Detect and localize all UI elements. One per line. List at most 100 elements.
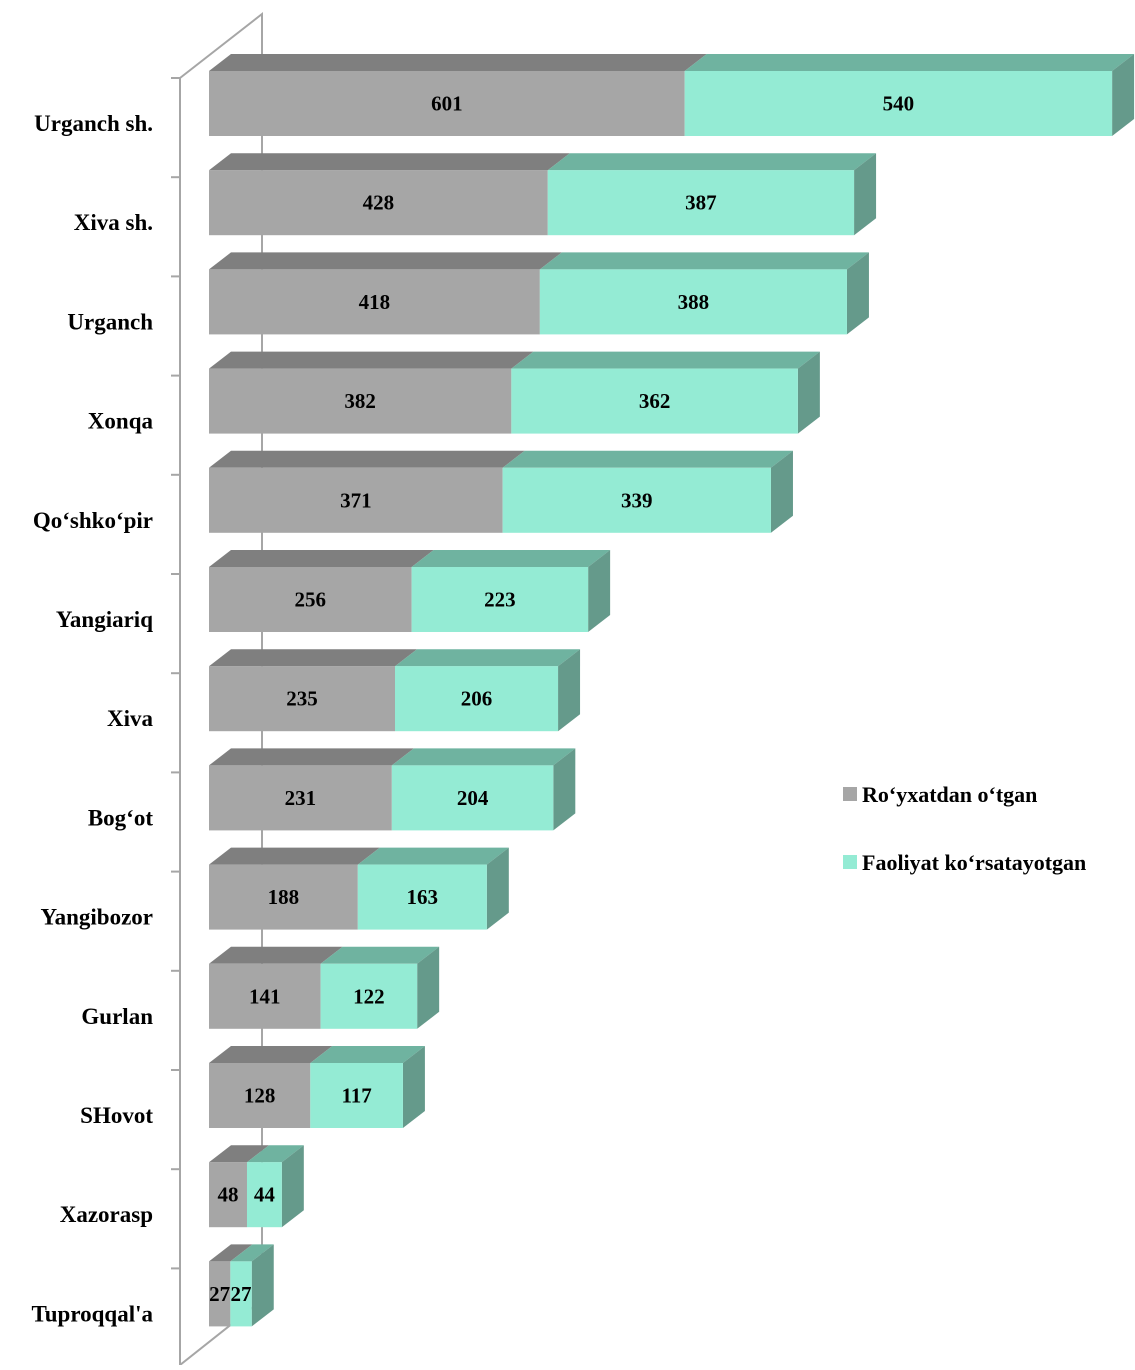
category-label: Xazorasp (60, 1202, 153, 1227)
data-label-registered: 27 (209, 1282, 230, 1306)
bar-top-active (395, 649, 581, 667)
bar-top-registered (209, 649, 418, 667)
bar-active (539, 269, 847, 335)
data-label-active: 362 (639, 389, 671, 413)
category-label: Yangiariq (56, 607, 153, 632)
bar-top-registered (209, 252, 562, 270)
category-label: SHovot (80, 1103, 153, 1128)
data-label-active: 204 (457, 786, 489, 810)
bar-top-active (502, 450, 793, 468)
bar-side-face (553, 748, 576, 831)
bar-top-active (310, 1046, 425, 1063)
bar-side-face (281, 1145, 304, 1228)
category-axis-labels: Urganch sh. Xiva sh. Urganch Xonqa Qo‘shko‘p… (32, 111, 154, 1326)
category-label: Yangibozor (41, 905, 153, 930)
bar-registered (209, 963, 321, 1029)
category-label: Tuproqqal'a (32, 1301, 154, 1326)
bar-top-active (246, 1145, 304, 1163)
bar-side-face (846, 252, 869, 335)
bar-registered (209, 269, 540, 335)
bar-registered (209, 1261, 231, 1327)
bar-group-7: 231 204 (209, 748, 576, 831)
legend-item-registered: Ro‘yxatdan o‘tgan (843, 782, 1037, 807)
bar-side-face (588, 550, 611, 632)
data-label-active: 122 (353, 984, 385, 1008)
bar-active (310, 1063, 403, 1128)
bar-top-registered (209, 847, 380, 865)
bar-registered (209, 765, 392, 831)
bar-registered (209, 71, 685, 136)
data-label-active: 540 (883, 92, 915, 116)
bar-active (684, 71, 1113, 136)
bar-top-active (547, 153, 877, 171)
bar-active (411, 567, 589, 632)
bar-registered (209, 567, 412, 632)
category-label: Urganch (67, 309, 153, 334)
bar-registered (209, 467, 503, 533)
bar-active (391, 765, 554, 831)
data-label-registered: 141 (249, 984, 281, 1008)
data-label-registered: 601 (431, 92, 463, 116)
category-label: Qo‘shko‘pir (33, 508, 153, 533)
bar-active (246, 1162, 282, 1228)
category-label: Xonqa (88, 409, 154, 434)
bar-top-active (411, 550, 611, 567)
bar-group-11: 48 44 (209, 1145, 304, 1228)
bar-active (395, 666, 559, 732)
bar-top-registered (209, 946, 343, 964)
bar-group-0: 601 540 (209, 54, 1135, 136)
data-label-registered: 382 (344, 389, 376, 413)
bar-top-active (320, 946, 440, 964)
legend: Ro‘yxatdan o‘tgan Faoliyat ko‘rsatayotgan (843, 782, 1086, 875)
bar-group-9: 141 122 (209, 946, 440, 1029)
bar-side-face (797, 351, 820, 434)
bar-registered (209, 666, 396, 732)
bar-side-face (1112, 54, 1135, 136)
data-label-active: 117 (341, 1084, 371, 1108)
bar-group-4: 371 339 (209, 450, 793, 533)
bar-registered (209, 864, 358, 930)
bar-group-1: 428 387 (209, 153, 877, 236)
bar-top-active (684, 54, 1135, 71)
data-label-registered: 235 (286, 687, 318, 711)
legend-swatch (843, 855, 857, 869)
category-label: Bog‘ot (88, 805, 154, 830)
data-label-registered: 418 (359, 290, 391, 314)
legend-label: Ro‘yxatdan o‘tgan (862, 782, 1037, 807)
legend-item-active: Faoliyat ko‘rsatayotgan (843, 850, 1086, 875)
bar-registered (209, 170, 548, 236)
bar-active (357, 864, 487, 930)
bar-group-8: 188 163 (209, 847, 509, 930)
data-label-registered: 188 (268, 885, 300, 909)
data-label-active: 27 (231, 1282, 252, 1306)
bar-side-face (402, 1046, 425, 1128)
data-label-registered: 48 (217, 1183, 238, 1207)
data-label-active: 387 (685, 191, 717, 215)
bar-side-face (251, 1244, 274, 1327)
bar-group-12: 27 27 (209, 1244, 274, 1327)
data-label-registered: 256 (295, 588, 327, 612)
data-label-registered: 128 (244, 1084, 276, 1108)
category-label: Gurlan (81, 1004, 153, 1029)
bar-active (511, 368, 798, 434)
data-label-registered: 371 (340, 488, 372, 512)
bar-top-registered (209, 54, 707, 71)
bar-top-active (230, 1244, 274, 1262)
data-label-active: 388 (678, 290, 710, 314)
bar-active (320, 963, 418, 1029)
category-label: Xiva (107, 706, 154, 731)
bar-top-active (539, 252, 869, 270)
bar-top-active (357, 847, 509, 865)
bar-active (230, 1261, 252, 1327)
bar-top-registered (209, 1244, 253, 1262)
bar-group-3: 382 362 (209, 351, 820, 434)
bar-top-registered (209, 153, 570, 171)
bar-group-6: 235 206 (209, 649, 581, 732)
data-label-active: 339 (621, 488, 653, 512)
category-label: Urganch sh. (34, 111, 153, 136)
data-label-active: 44 (254, 1183, 276, 1207)
bar-active (547, 170, 855, 236)
